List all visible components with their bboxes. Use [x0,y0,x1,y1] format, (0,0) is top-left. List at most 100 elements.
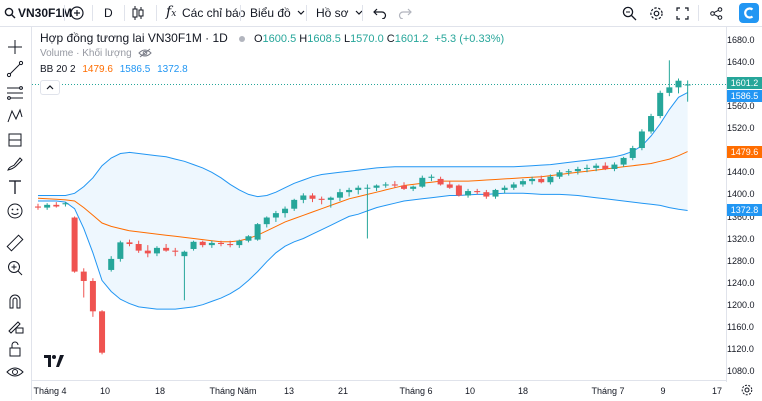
candle-body [126,242,133,245]
candle-body [602,165,609,169]
brand-logo-icon[interactable] [739,0,759,26]
candle [245,235,252,243]
candle-body [53,204,60,207]
text-tool-icon[interactable] [6,178,24,196]
time-tick-label: 18 [517,386,529,396]
crosshair-icon[interactable] [6,38,24,56]
chevron-down-icon [297,10,305,15]
time-tick-label: 9 [660,386,666,396]
settings-gear-icon[interactable] [649,0,664,26]
pattern-icon[interactable] [6,107,24,125]
candle [53,202,60,208]
candle-body [382,184,389,186]
legend-collapse-button[interactable] [40,80,60,95]
candle-body [593,165,600,168]
brush-icon[interactable] [6,155,24,173]
share-icon[interactable] [710,0,723,26]
candle-body [254,224,261,240]
eye-icon[interactable] [6,363,24,381]
candle [373,184,380,192]
change-value: +5.3 (+0.33%) [434,33,505,45]
candle-body [300,195,307,200]
time-tick-label: Tháng 4 [33,386,67,396]
candle [282,206,289,218]
candle-body [346,189,353,193]
time-tick-label: Tháng 6 [399,386,433,396]
candle [382,182,389,188]
candle [483,189,490,199]
candle [126,239,133,247]
bb-lower-tag: 1372.8 [727,204,762,217]
candle [584,164,590,173]
candle-body [510,184,517,188]
profile-menu-button[interactable]: Hồ sơ [316,0,363,26]
lock-icon[interactable] [6,340,24,358]
bb-basis-value: 1479.6 [82,64,113,75]
fullscreen-icon[interactable] [676,0,689,26]
candle-body [657,92,664,117]
bb-legend[interactable]: BB 20 2 1479.6 1586.5 1372.8 [40,64,188,75]
candle [446,181,453,189]
chart-menu-label: Biểu đồ [250,6,291,20]
volume-legend[interactable]: Volume · Khối lượng [40,48,153,59]
candle-body [272,213,279,218]
candle [401,182,407,190]
time-axis[interactable] [31,380,726,401]
ruler-icon[interactable] [6,234,24,252]
time-axis-settings-icon[interactable] [741,383,753,401]
candle [89,278,96,317]
candle-body [666,87,673,93]
price-tick-label: 1640.0 [727,57,755,68]
candle [465,188,472,198]
magnet-icon[interactable] [6,292,24,310]
candle-body [364,187,371,189]
bb-basis-tag: 1479.6 [727,145,762,158]
candle-body [227,244,234,246]
chart-menu-button[interactable]: Biểu đồ [250,0,305,26]
indicators-button[interactable]: Các chỉ báo [182,6,246,20]
candle [227,240,234,248]
bb-basis-line [37,151,688,243]
candle [254,223,261,241]
prediction-icon[interactable] [6,131,24,149]
candle [291,198,298,211]
price-axis[interactable] [726,27,762,382]
quick-search-icon[interactable] [622,0,637,26]
zoom-in-icon[interactable] [6,259,24,277]
candle [455,184,462,197]
symbol-name[interactable]: VN30F1M [18,6,73,20]
hidden-eye-icon[interactable] [138,48,153,58]
candle [190,240,197,251]
bb-lower-line [38,192,688,310]
candle [419,175,426,188]
chevron-down-icon [355,10,362,15]
candle-body [611,164,618,169]
candle [99,310,106,355]
lock-drawings-icon[interactable] [6,316,24,334]
undo-icon[interactable] [373,0,387,26]
trend-line-icon[interactable] [6,60,24,78]
candle-body [492,189,499,197]
tradingview-logo-icon[interactable] [44,354,64,368]
emoji-icon[interactable] [6,202,24,220]
fib-retracement-icon[interactable] [6,84,24,102]
high-value: 1608.5 [307,33,341,45]
symbol-search-icon[interactable] [4,0,16,26]
candle-body [144,250,151,254]
candle [236,239,243,248]
indicators-icon[interactable]: fx [166,4,177,20]
interval-button[interactable]: D [104,6,113,20]
candle-body [373,185,380,188]
redo-icon[interactable] [398,0,412,26]
candle [510,182,517,190]
candle-body [318,198,325,200]
compare-add-icon[interactable] [70,0,84,26]
candle [666,60,673,97]
candle-body [172,250,179,252]
candles-icon[interactable] [131,0,145,26]
candle [272,210,279,222]
candle-body [675,80,682,88]
candle [318,196,325,205]
bb-band-fill [38,92,688,310]
